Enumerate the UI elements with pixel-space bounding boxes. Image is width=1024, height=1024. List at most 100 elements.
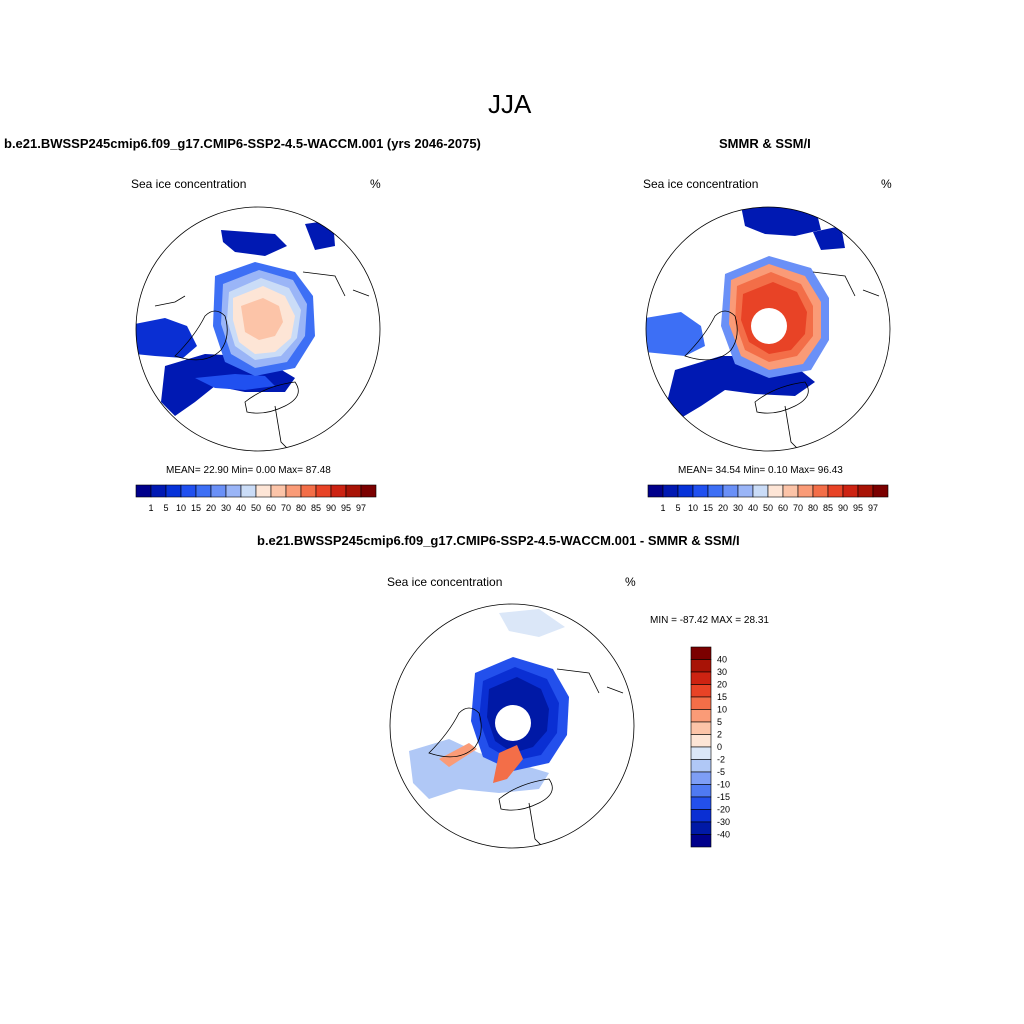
model-colorbar-swatch <box>225 484 242 498</box>
diff-colorbar-tick-label: -5 <box>717 767 725 777</box>
model-polar-map <box>135 206 381 452</box>
model-colorbar-swatch <box>255 484 272 498</box>
obs-colorbar: 1 5 10 15 20 30 40 50 60 70 80 85 90 95 97 <box>647 484 889 521</box>
diff-units-label: % <box>625 575 636 589</box>
diff-colorbar: 40 30 20 15 10 5 2 0 -2 -5 -10 -15 -20 -30 -40 <box>690 646 740 853</box>
obs-colorbar-tick-label: 97 <box>868 503 878 513</box>
model-colorbar-swatch <box>135 484 152 498</box>
diff-colorbar-swatch <box>690 721 712 735</box>
diff-colorbar-swatch <box>690 809 712 823</box>
diff-colorbar-tick-label: 15 <box>717 692 727 702</box>
obs-colorbar-swatch <box>797 484 814 498</box>
diff-colorbar-swatch <box>690 734 712 748</box>
obs-colorbar-swatch <box>812 484 829 498</box>
diff-colorbar-tick-label: -20 <box>717 805 730 815</box>
model-colorbar-swatch <box>360 484 377 498</box>
obs-colorbar-tick-label: 1 <box>660 503 665 513</box>
obs-colorbar-swatch <box>752 484 769 498</box>
diff-colorbar-tick-label: -40 <box>717 830 730 840</box>
diff-colorbar-swatch <box>690 709 712 723</box>
diff-colorbar-swatch <box>690 821 712 835</box>
diff-colorbar-swatch <box>690 684 712 698</box>
diff-minmax: MIN = -87.42 MAX = 28.31 <box>650 615 769 626</box>
diff-colorbar-swatch <box>690 771 712 785</box>
diff-colorbar-swatch <box>690 759 712 773</box>
obs-colorbar-swatch <box>767 484 784 498</box>
obs-left-label: Sea ice concentration <box>643 177 759 191</box>
model-colorbar-tick-label: 90 <box>326 503 336 513</box>
diff-colorbar-tick-label: 0 <box>717 742 722 752</box>
model-colorbar-swatch <box>195 484 212 498</box>
obs-colorbar-swatch <box>872 484 889 498</box>
model-colorbar-swatch <box>240 484 257 498</box>
model-colorbar-tick-label: 5 <box>163 503 168 513</box>
diff-colorbar-swatch <box>690 696 712 710</box>
model-colorbar-tick-label: 95 <box>341 503 351 513</box>
diff-colorbar-swatch <box>690 646 712 660</box>
model-colorbar: 1 5 10 15 20 30 40 50 60 70 80 85 90 95 97 <box>135 484 377 521</box>
diff-colorbar-swatch <box>690 784 712 798</box>
diff-colorbar-swatch <box>690 659 712 673</box>
obs-colorbar-swatch <box>722 484 739 498</box>
obs-colorbar-swatch <box>662 484 679 498</box>
diff-colorbar-swatch <box>690 796 712 810</box>
model-colorbar-tick-label: 10 <box>176 503 186 513</box>
obs-colorbar-swatch <box>647 484 664 498</box>
obs-colorbar-swatch <box>782 484 799 498</box>
model-colorbar-swatch <box>300 484 317 498</box>
model-colorbar-tick-label: 97 <box>356 503 366 513</box>
obs-colorbar-tick-label: 90 <box>838 503 848 513</box>
model-panel-header: b.e21.BWSSP245cmip6.f09_g17.CMIP6-SSP2-4… <box>4 136 481 151</box>
model-colorbar-tick-label: 15 <box>191 503 201 513</box>
model-stats: MEAN= 22.90 Min= 0.00 Max= 87.48 <box>166 465 331 476</box>
model-left-label: Sea ice concentration <box>131 177 247 191</box>
diff-colorbar-tick-label: -15 <box>717 792 730 802</box>
model-colorbar-swatch <box>315 484 332 498</box>
diff-colorbar-tick-label: 30 <box>717 667 727 677</box>
obs-colorbar-tick-label: 85 <box>823 503 833 513</box>
diff-colorbar-tick-label: 2 <box>717 730 722 740</box>
diff-colorbar-tick-label: 5 <box>717 717 722 727</box>
diff-colorbar-tick-label: -10 <box>717 780 730 790</box>
diff-left-label: Sea ice concentration <box>387 575 503 589</box>
model-colorbar-swatch <box>345 484 362 498</box>
obs-colorbar-tick-label: 95 <box>853 503 863 513</box>
diff-colorbar-swatch <box>690 671 712 685</box>
model-units-label: % <box>370 177 381 191</box>
model-colorbar-tick-label: 80 <box>296 503 306 513</box>
model-colorbar-tick-label: 30 <box>221 503 231 513</box>
obs-colorbar-tick-label: 60 <box>778 503 788 513</box>
obs-colorbar-swatch <box>737 484 754 498</box>
model-colorbar-tick-label: 40 <box>236 503 246 513</box>
obs-colorbar-tick-label: 80 <box>808 503 818 513</box>
diff-colorbar-tick-label: 40 <box>717 655 727 665</box>
model-colorbar-swatch <box>150 484 167 498</box>
obs-colorbar-swatch <box>692 484 709 498</box>
obs-colorbar-tick-label: 40 <box>748 503 758 513</box>
obs-colorbar-tick-label: 10 <box>688 503 698 513</box>
obs-colorbar-tick-label: 20 <box>718 503 728 513</box>
obs-colorbar-swatch <box>707 484 724 498</box>
obs-units-label: % <box>881 177 892 191</box>
season-title: JJA <box>488 89 532 119</box>
diff-polar-map <box>389 603 635 849</box>
diff-colorbar-tick-label: -2 <box>717 755 725 765</box>
obs-panel-header: SMMR & SSM/I <box>719 136 811 151</box>
model-colorbar-tick-label: 50 <box>251 503 261 513</box>
model-colorbar-swatch <box>330 484 347 498</box>
obs-stats: MEAN= 34.54 Min= 0.10 Max= 96.43 <box>678 465 843 476</box>
obs-colorbar-tick-label: 15 <box>703 503 713 513</box>
model-colorbar-swatch <box>285 484 302 498</box>
model-colorbar-swatch <box>270 484 287 498</box>
diff-panel-header: b.e21.BWSSP245cmip6.f09_g17.CMIP6-SSP2-4… <box>257 533 740 548</box>
diff-colorbar-swatch <box>690 746 712 760</box>
obs-colorbar-swatch <box>857 484 874 498</box>
obs-colorbar-tick-label: 5 <box>675 503 680 513</box>
obs-colorbar-tick-label: 70 <box>793 503 803 513</box>
model-colorbar-tick-label: 85 <box>311 503 321 513</box>
diff-colorbar-tick-label: -30 <box>717 817 730 827</box>
obs-polar-map <box>645 206 891 452</box>
model-colorbar-tick-label: 20 <box>206 503 216 513</box>
model-colorbar-tick-label: 1 <box>148 503 153 513</box>
model-colorbar-swatch <box>180 484 197 498</box>
